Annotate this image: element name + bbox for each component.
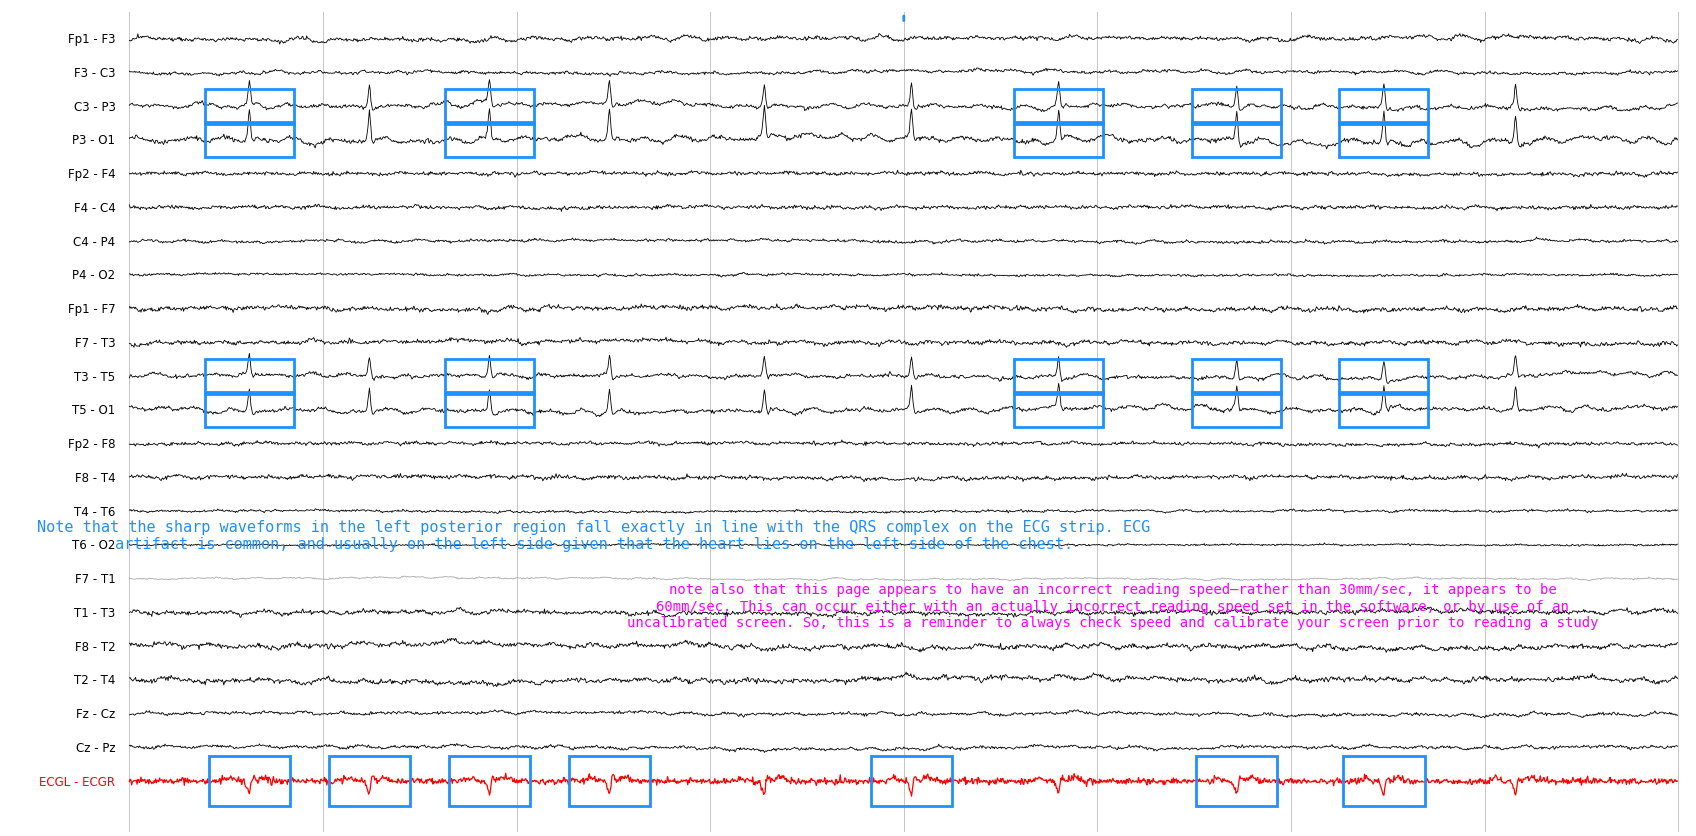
Bar <box>1014 89 1102 125</box>
Bar <box>444 359 534 395</box>
Text: T6 - O2: T6 - O2 <box>71 538 115 552</box>
Bar <box>1014 359 1102 395</box>
Text: Note that the sharp waveforms in the left posterior region fall exactly in line : Note that the sharp waveforms in the lef… <box>37 519 1150 551</box>
Bar <box>444 393 534 428</box>
Text: T4 - T6: T4 - T6 <box>75 505 115 518</box>
Text: T5 - O1: T5 - O1 <box>73 404 115 417</box>
Bar <box>1014 393 1102 428</box>
Text: T3 - T5: T3 - T5 <box>75 370 115 383</box>
Text: P3 - O1: P3 - O1 <box>73 134 115 147</box>
Bar <box>205 123 293 158</box>
Bar <box>205 393 293 428</box>
Text: Fp2 - F4: Fp2 - F4 <box>68 168 115 181</box>
Bar <box>1192 89 1280 125</box>
Text: Fp2 - F8: Fp2 - F8 <box>68 437 115 451</box>
Bar <box>1192 123 1280 158</box>
Text: F7 - T3: F7 - T3 <box>75 336 115 349</box>
Bar <box>209 756 290 807</box>
Text: C4 - P4: C4 - P4 <box>73 235 115 248</box>
Bar <box>1014 123 1102 158</box>
Bar <box>1340 89 1428 125</box>
Bar <box>1340 359 1428 395</box>
Bar <box>870 756 951 807</box>
Bar <box>1343 756 1425 807</box>
Text: F8 - T4: F8 - T4 <box>75 472 115 484</box>
Text: T2 - T4: T2 - T4 <box>75 674 115 686</box>
Text: F7 - T1: F7 - T1 <box>75 573 115 585</box>
Text: Fp1 - F3: Fp1 - F3 <box>68 33 115 46</box>
Text: T1 - T3: T1 - T3 <box>75 606 115 619</box>
Bar <box>444 123 534 158</box>
Text: F3 - C3: F3 - C3 <box>75 67 115 79</box>
Text: Cz - Pz: Cz - Pz <box>76 741 115 754</box>
Text: Fp1 - F7: Fp1 - F7 <box>68 303 115 316</box>
Text: ECGL - ECGR: ECGL - ECGR <box>39 775 115 788</box>
Bar <box>329 756 410 807</box>
Text: P4 - O2: P4 - O2 <box>73 269 115 282</box>
Bar <box>205 89 293 125</box>
Text: C3 - P3: C3 - P3 <box>73 100 115 114</box>
Bar <box>1192 359 1280 395</box>
Bar <box>444 89 534 125</box>
Bar <box>449 756 531 807</box>
Bar <box>1192 393 1280 428</box>
Text: Fz - Cz: Fz - Cz <box>76 707 115 721</box>
Bar <box>205 359 293 395</box>
Bar <box>1340 393 1428 428</box>
Bar <box>1340 123 1428 158</box>
Text: F4 - C4: F4 - C4 <box>73 201 115 215</box>
Bar <box>1196 756 1277 807</box>
Text: note also that this page appears to have an incorrect reading speed—rather than : note also that this page appears to have… <box>628 583 1599 630</box>
Text: F8 - T2: F8 - T2 <box>75 640 115 653</box>
Bar <box>568 756 650 807</box>
